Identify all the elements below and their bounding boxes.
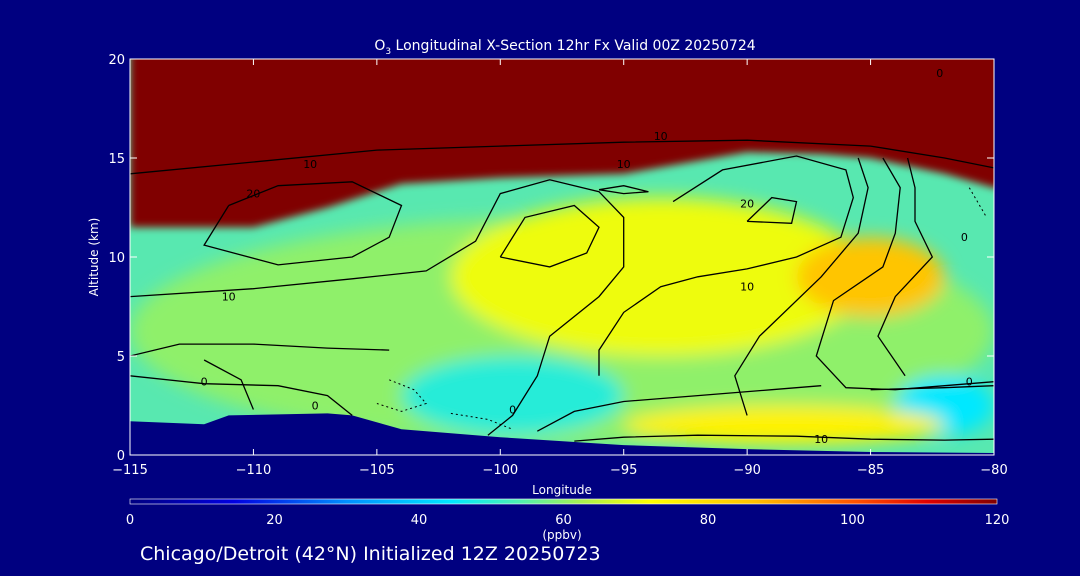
contour-label-0: 10 — [303, 158, 317, 171]
contour-label-3: 10 — [617, 158, 631, 171]
contour-line-8 — [815, 157, 994, 391]
contour-line-13 — [203, 359, 255, 410]
x-axis-ticks: −115 −110 −105 −100 −95 −90 −85 −80 — [112, 59, 1008, 478]
x-tick-label: −80 — [980, 463, 1007, 478]
contour-label-9: 0 — [509, 403, 516, 416]
contour-labels: 10 20 10 10 20 10 10 0 0 0 0 0 0 10 — [201, 67, 973, 446]
contour-dotted-0 — [376, 379, 428, 412]
contour-label-1: 20 — [246, 188, 260, 201]
stratosphere-high-ozone — [130, 59, 994, 228]
colorbar-tick-label: 0 — [126, 513, 134, 528]
y-tick-label: 5 — [117, 350, 125, 365]
contour-line-12 — [130, 375, 353, 416]
footer-caption: Chicago/Detroit (42°N) Initialized 12Z 2… — [140, 543, 601, 565]
colorbar-units-label: (ppbv) — [542, 528, 581, 542]
contour-line-14 — [536, 385, 822, 432]
colorbar-tick-label: 40 — [411, 513, 428, 528]
contour-label-11: 0 — [966, 376, 973, 389]
y-tick-label: 15 — [108, 152, 125, 167]
contour-label-12: 0 — [961, 231, 968, 244]
contour-dotted-2 — [968, 187, 988, 218]
x-tick-label: −105 — [359, 463, 395, 478]
y-axis-ticks: 0 5 10 15 20 — [108, 53, 994, 464]
plot-area: 10 20 10 10 20 10 10 0 0 0 0 0 0 10 — [130, 59, 994, 455]
x-tick-label: −95 — [610, 463, 637, 478]
colorbar-tick-label: 80 — [700, 513, 717, 528]
y-tick-label: 0 — [117, 449, 125, 464]
contour-line-10 — [574, 434, 994, 442]
contour-line-5 — [598, 155, 854, 376]
x-tick-label: −85 — [857, 463, 884, 478]
contour-line-11 — [130, 343, 390, 357]
colorbar-tick-label: 60 — [555, 513, 572, 528]
ozone-region-1 — [450, 197, 871, 356]
colorbar-tick-label: 100 — [840, 513, 865, 528]
contour-label-8: 0 — [312, 400, 319, 413]
contour-line-6 — [746, 196, 798, 224]
contour-line-7 — [734, 157, 869, 416]
contour-line-1 — [203, 181, 403, 266]
y-tick-label: 10 — [108, 251, 125, 266]
x-tick-label: −110 — [236, 463, 272, 478]
contour-line-0 — [130, 139, 994, 175]
colorbar-tick-label: 20 — [266, 513, 283, 528]
x-axis-label: Longitude — [532, 483, 592, 497]
contour-line-2 — [130, 179, 625, 436]
contour-line-4 — [598, 185, 649, 195]
x-tick-label: −90 — [733, 463, 760, 478]
colorbar-tick-label: 120 — [985, 513, 1010, 528]
contour-label-2: 10 — [222, 291, 236, 304]
y-axis-label: Altitude (km) — [87, 218, 101, 297]
contour-label-7: 0 — [201, 376, 208, 389]
contour-label-13: 10 — [654, 130, 668, 143]
x-tick-label: −115 — [112, 463, 148, 478]
contour-label-6: 10 — [814, 433, 828, 446]
contour-line-15 — [870, 385, 994, 391]
ozone-region-2 — [401, 356, 624, 436]
contour-line-9 — [877, 157, 934, 377]
contour-line-3 — [499, 204, 600, 268]
colorbar-ticks: 0 20 40 60 80 100 120 — [126, 513, 1010, 528]
contour-label-10: 0 — [936, 67, 943, 80]
contour-dotted-1 — [450, 412, 513, 430]
colorbar — [129, 498, 998, 505]
contour-label-4: 20 — [740, 198, 754, 211]
chart-title: O3 Longitudinal X-Section 12hr Fx Valid … — [374, 38, 755, 57]
ozone-region-3 — [796, 237, 945, 317]
ozone-contours — [130, 139, 994, 442]
contour-label-5: 10 — [740, 281, 754, 294]
terrain-mask — [130, 413, 994, 455]
x-tick-label: −100 — [482, 463, 518, 478]
y-tick-label: 20 — [108, 53, 125, 68]
